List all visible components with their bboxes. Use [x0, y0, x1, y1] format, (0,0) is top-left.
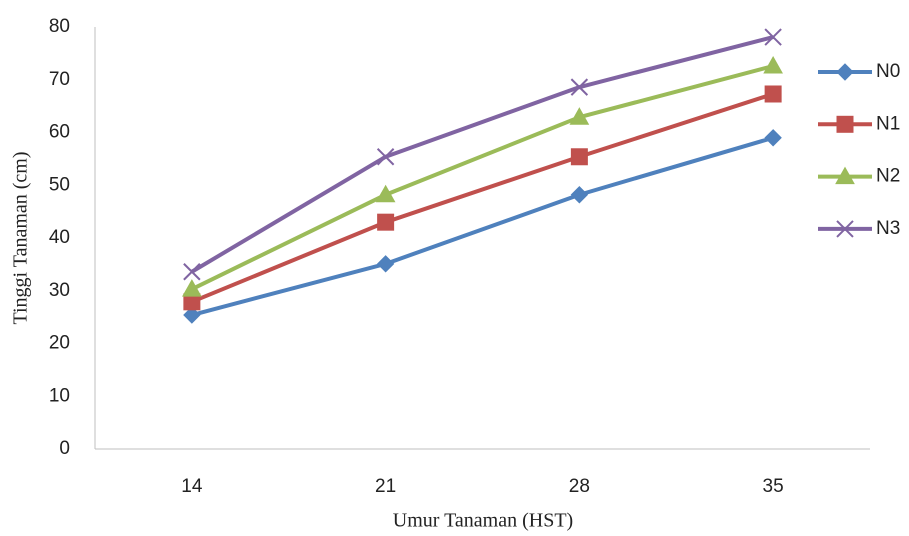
legend-label: N0 [876, 61, 900, 82]
legend-label: N1 [876, 113, 900, 134]
x-axis-title: Umur Tanaman (HST) [393, 510, 573, 532]
legend-marker [837, 116, 853, 132]
y-tick-label: 70 [49, 69, 70, 90]
y-tick-label: 10 [49, 385, 70, 406]
y-tick-label: 0 [59, 438, 70, 459]
marker [571, 149, 587, 165]
x-tick-label: 28 [569, 476, 590, 497]
background [0, 0, 909, 536]
y-tick-label: 60 [49, 122, 70, 143]
legend-label: N2 [876, 166, 900, 187]
legend-label: N3 [876, 218, 900, 239]
x-tick-label: 14 [181, 476, 203, 497]
marker [378, 214, 394, 230]
x-tick-label: 21 [375, 476, 396, 497]
y-axis-title: Tinggi Tanaman (cm) [10, 151, 32, 324]
x-tick-label: 35 [763, 476, 784, 497]
y-tick-label: 30 [49, 280, 70, 301]
y-tick-label: 80 [49, 16, 70, 37]
y-tick-label: 50 [49, 174, 70, 195]
chart: Umur Tanaman (HST) Tinggi Tanaman (cm) 0… [0, 0, 909, 536]
y-tick-label: 40 [49, 227, 70, 248]
marker [765, 86, 781, 102]
y-tick-label: 20 [49, 333, 70, 354]
